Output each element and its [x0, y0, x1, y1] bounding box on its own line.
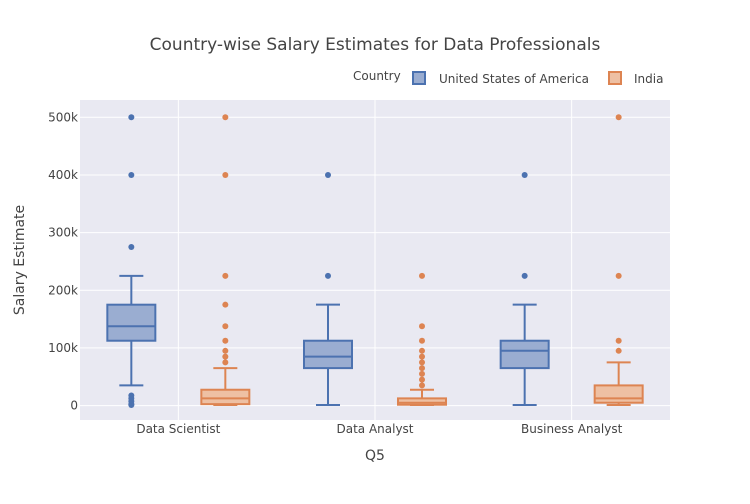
box-0-0	[106, 114, 157, 409]
outlier-point	[222, 359, 229, 366]
y-axis-label: Salary Estimate	[12, 205, 28, 315]
outlier-point	[419, 347, 425, 354]
outlier-point	[222, 323, 229, 330]
box-iqr	[106, 303, 157, 342]
chart-title: Country-wise Salary Estimates for Data P…	[150, 35, 601, 55]
outlier-point	[521, 171, 528, 178]
legend-item-india[interactable]: India	[608, 71, 663, 86]
outlier-point	[222, 171, 229, 178]
x-tick-label: Data Scientist	[136, 422, 220, 436]
outlier-point	[128, 171, 135, 178]
box-1-2	[593, 114, 644, 407]
grid	[80, 100, 670, 420]
legend-title: Country	[353, 69, 401, 83]
x-tick-labels: Data Scientist Data Analyst Business Analy…	[136, 422, 622, 436]
outlier-point	[419, 353, 425, 360]
box-0-1	[303, 171, 353, 407]
outlier-point	[419, 337, 425, 344]
outlier-point	[222, 272, 229, 279]
legend-item-usa[interactable]: United States of America	[412, 71, 589, 86]
box-iqr	[593, 384, 644, 404]
box-iqr	[499, 339, 550, 370]
outlier-point	[615, 272, 622, 279]
legend-label-india: India	[634, 72, 663, 86]
y-tick-label: 300k	[48, 226, 78, 240]
x-tick-label: Data Analyst	[336, 422, 413, 436]
outlier-point	[419, 323, 425, 330]
outlier-point	[419, 370, 425, 377]
y-tick-label: 400k	[48, 168, 78, 182]
y-tick-label: 200k	[48, 283, 78, 297]
box-1-0	[200, 114, 251, 407]
outlier-point	[222, 347, 229, 354]
outlier-point	[222, 353, 229, 360]
legend-label-usa: United States of America	[439, 72, 589, 86]
outlier-point	[128, 114, 135, 121]
y-tick-labels: 0 100k 200k 300k 400k 500k	[48, 110, 78, 412]
outlier-point	[222, 337, 229, 344]
y-tick-label: 0	[70, 399, 78, 413]
box-iqr	[200, 388, 251, 406]
y-tick-label: 100k	[48, 341, 78, 355]
outlier-point	[419, 365, 425, 372]
outlier-point	[419, 272, 425, 279]
outlier-point	[419, 359, 425, 366]
legend-swatch-india	[608, 71, 622, 85]
outlier-point	[615, 337, 622, 344]
legend-swatch-usa	[412, 71, 426, 85]
box-iqr	[397, 397, 447, 406]
outlier-point	[419, 376, 425, 383]
box-0-2	[499, 171, 550, 407]
outlier-point	[615, 347, 622, 354]
outlier-point	[128, 402, 135, 409]
outlier-point	[521, 272, 528, 279]
y-tick-label: 500k	[48, 110, 78, 124]
legend: Country United States of America India	[353, 69, 663, 86]
outlier-point	[128, 244, 135, 251]
outlier-point	[615, 114, 622, 121]
outlier-point	[419, 382, 425, 389]
outlier-point	[325, 272, 331, 279]
x-axis-label: Q5	[365, 448, 385, 464]
box-iqr	[303, 339, 353, 370]
outlier-point	[325, 171, 331, 178]
outlier-point	[222, 301, 229, 308]
boxes	[106, 114, 644, 409]
outlier-point	[222, 114, 229, 121]
box-1-1	[397, 272, 447, 407]
x-tick-label: Business Analyst	[521, 422, 623, 436]
